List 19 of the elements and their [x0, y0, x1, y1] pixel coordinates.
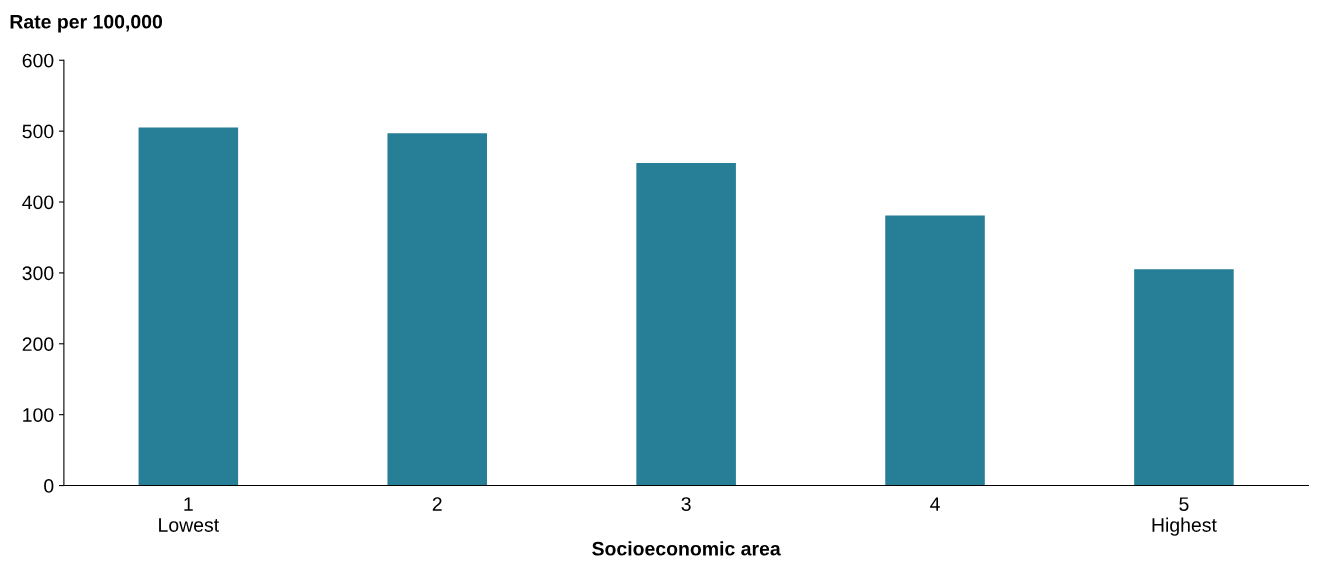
- y-tick-label: 600: [22, 53, 54, 68]
- y-tick-label: 300: [22, 266, 54, 281]
- x-tick-label: 3: [681, 497, 691, 511]
- bar: [636, 163, 736, 486]
- y-axis-title: Rate per 100,000: [10, 14, 163, 33]
- x-tick-label: 5 Highest: [1152, 497, 1217, 536]
- bar: [885, 215, 985, 486]
- x-tick-label: 4: [930, 497, 940, 511]
- y-tick-label: 0: [44, 479, 54, 493]
- y-tick-label: 100: [23, 408, 54, 422]
- y-tick-label: 400: [22, 195, 54, 210]
- x-axis-title: Socioeconomic area: [592, 541, 781, 556]
- y-tick-label: 200: [22, 337, 54, 352]
- x-tick-label: 2: [432, 497, 442, 511]
- bar: [1134, 269, 1234, 486]
- y-tick-label: 500: [22, 124, 54, 139]
- bar: [138, 127, 239, 486]
- x-tick-label: 1 Lowest: [159, 497, 219, 532]
- bar: [387, 133, 488, 486]
